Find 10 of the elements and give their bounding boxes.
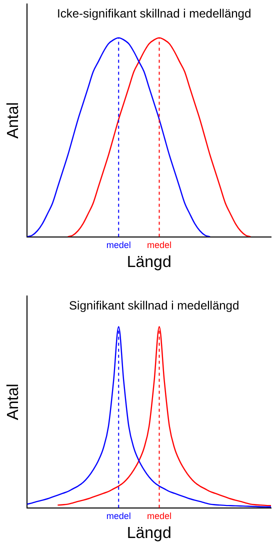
text: medel xyxy=(147,510,172,521)
chart-title: Icke-signifikant skillnad i medellängd xyxy=(57,6,252,20)
x-axis-title: Längd xyxy=(126,254,172,271)
chart-title: Signifikant skillnad i medellängd xyxy=(69,298,240,312)
text: medel xyxy=(106,510,131,521)
text: medel xyxy=(106,240,131,250)
y-axis-title: Antal xyxy=(5,384,22,420)
text: medel xyxy=(147,240,172,250)
x-axis-title: Längd xyxy=(126,524,172,542)
y-axis-title: Antal xyxy=(5,102,22,139)
